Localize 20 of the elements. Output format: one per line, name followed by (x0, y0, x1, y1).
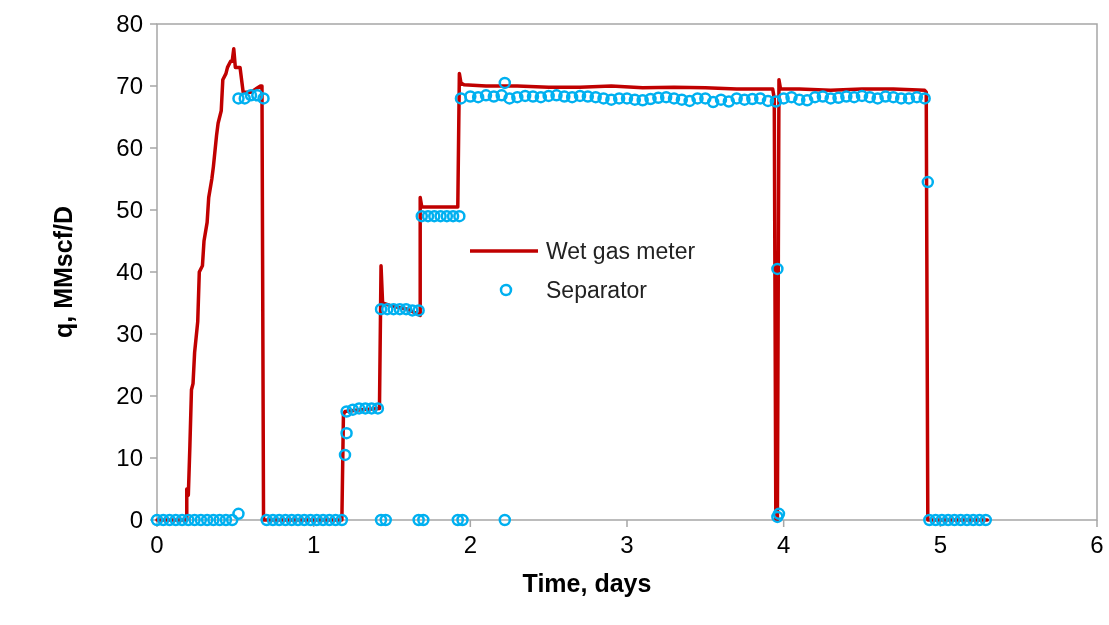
y-tick-label: 70 (116, 72, 143, 100)
y-tick-label: 50 (116, 196, 143, 224)
y-tick-label: 80 (116, 10, 143, 38)
x-tick-label: 2 (463, 531, 478, 558)
x-tick-label: 6 (1090, 531, 1104, 558)
x-axis-title: Time, days (522, 569, 652, 597)
x-tick-label: 4 (776, 531, 791, 558)
y-axis-title: q, MMscf/D (49, 206, 77, 338)
y-tick-label: 30 (116, 320, 143, 348)
x-tick-label: 5 (933, 531, 948, 558)
y-tick-label: 0 (129, 506, 143, 534)
x-tick-label: 0 (150, 531, 164, 558)
legend-label: Separator (546, 277, 648, 304)
y-tick-label: 10 (116, 444, 143, 472)
legend-label: Wet gas meter (546, 238, 696, 265)
y-tick-label: 20 (116, 382, 143, 410)
y-tick-label: 60 (116, 134, 143, 162)
x-tick-label: 3 (620, 531, 634, 558)
x-tick-label: 1 (306, 531, 321, 558)
y-tick-label: 40 (116, 258, 143, 286)
